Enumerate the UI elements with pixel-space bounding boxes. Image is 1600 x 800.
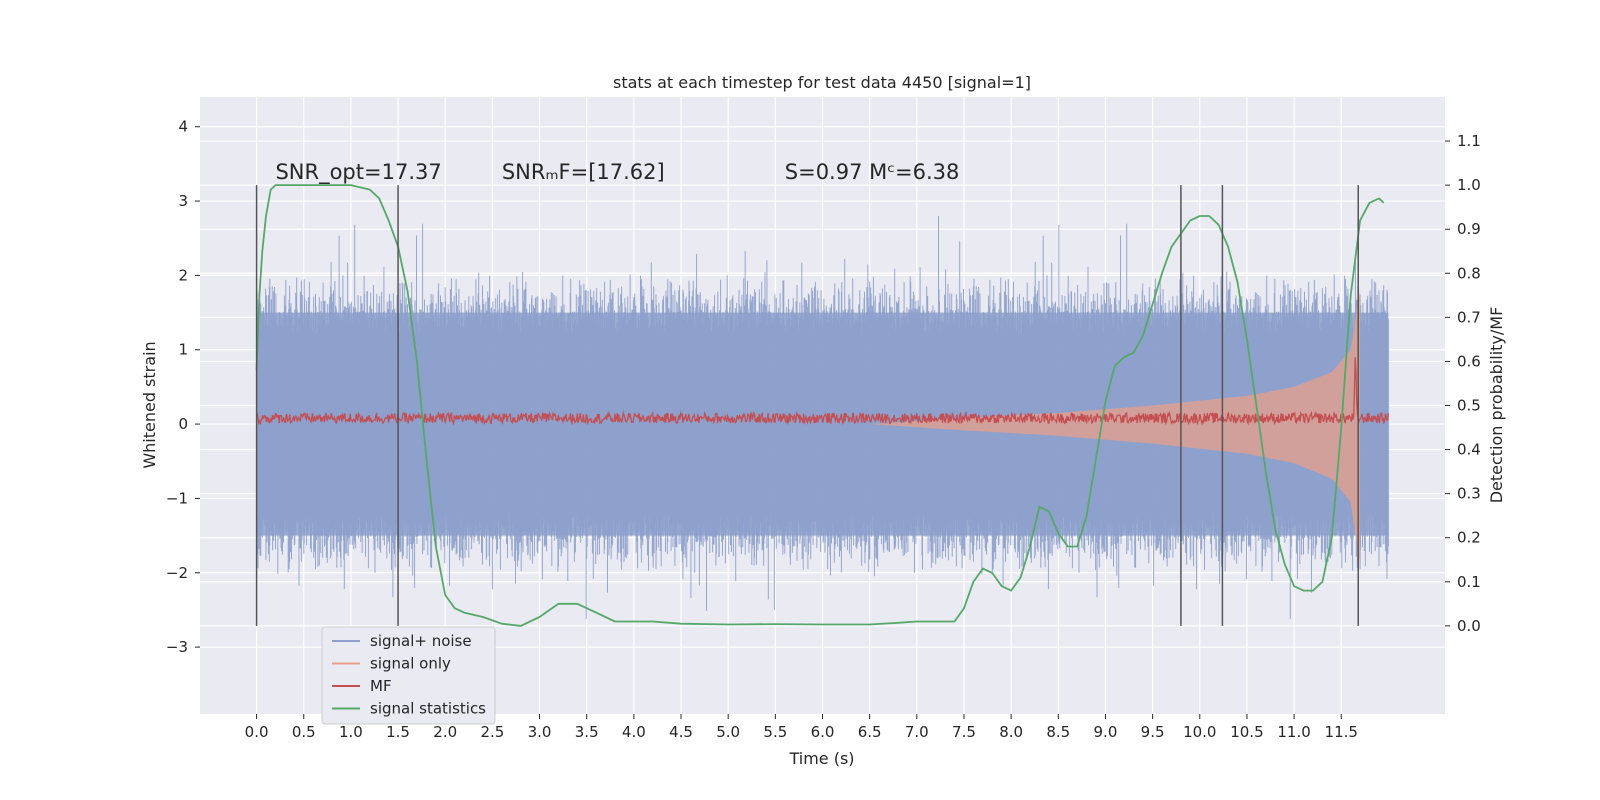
y-right-tick-label: 0.4 [1457, 441, 1481, 459]
x-tick-label: 3.5 [575, 723, 599, 741]
x-tick-label: 8.0 [999, 723, 1023, 741]
x-tick-label: 2.0 [433, 723, 457, 741]
annotation-snr-mf: SNRₘF=[17.62] [502, 160, 665, 184]
x-tick-label: 3.0 [528, 723, 552, 741]
y-right-tick-label: 1.0 [1457, 176, 1481, 194]
legend-entry: signal only [370, 655, 451, 673]
x-tick-label: 6.0 [811, 723, 835, 741]
x-tick-label: 8.5 [1046, 723, 1070, 741]
legend-entry: signal+ noise [370, 632, 472, 650]
x-tick-label: 0.5 [292, 723, 316, 741]
x-tick-label: 10.0 [1183, 723, 1216, 741]
y-tick-label: −1 [166, 489, 188, 507]
y-right-tick-label: 0.0 [1457, 617, 1481, 635]
y-right-tick-label: 0.2 [1457, 529, 1481, 547]
annotations: SNR_opt=17.37 SNRₘF=[17.62] S=0.97 Mᶜ=6.38 [275, 160, 959, 185]
x-tick-label: 10.5 [1230, 723, 1263, 741]
y-tick-label: 3 [178, 192, 188, 210]
x-tick-label: 1.0 [339, 723, 363, 741]
chart-title: stats at each timestep for test data 445… [613, 73, 1031, 92]
x-tick-label: 0.0 [245, 723, 269, 741]
y-right-tick-label: 1.1 [1457, 132, 1481, 150]
legend: signal+ noise signal only MF signal statist… [321, 626, 496, 725]
x-tick-label: 5.5 [763, 723, 787, 741]
x-tick-label: 7.0 [905, 723, 929, 741]
x-tick-label: 11.0 [1277, 723, 1310, 741]
y-tick-label: 0 [178, 415, 188, 433]
x-tick-label: 4.5 [669, 723, 693, 741]
left-axis-ticks: −3 −2 −1 0 1 2 3 4 [166, 118, 200, 656]
y-right-tick-label: 0.6 [1457, 352, 1481, 370]
y-tick-label: 4 [178, 118, 188, 136]
series-signal-only [869, 290, 1361, 565]
y-tick-label: −2 [166, 564, 188, 582]
y-right-tick-label: 0.5 [1457, 397, 1481, 415]
annotation-s-mc: S=0.97 Mᶜ=6.38 [785, 160, 960, 184]
x-tick-label: 9.0 [1094, 723, 1118, 741]
y-tick-label: −3 [166, 638, 188, 656]
x-tick-label: 6.5 [858, 723, 882, 741]
x-tick-label: 9.5 [1141, 723, 1165, 741]
y-right-tick-label: 0.7 [1457, 308, 1481, 326]
x-tick-label: 4.0 [622, 723, 646, 741]
x-axis-ticks: 0.0 0.5 1.0 1.5 2.0 2.5 3.0 3.5 4.0 4.5 5.0 5.5 6.0 6… [245, 714, 1358, 741]
x-tick-label: 2.5 [480, 723, 504, 741]
y-right-tick-label: 0.3 [1457, 485, 1481, 503]
y-right-tick-label: 0.9 [1457, 220, 1481, 238]
x-tick-label: 7.5 [952, 723, 976, 741]
y-axis-label: Whitened strain [140, 341, 159, 468]
series-mf [256, 357, 1390, 426]
legend-entry: signal statistics [370, 700, 486, 718]
x-axis-label: Time (s) [788, 749, 854, 768]
y-axis-label-right: Detection probability/MF [1487, 307, 1506, 504]
y-right-tick-label: 0.8 [1457, 264, 1481, 282]
x-tick-label: 11.5 [1325, 723, 1358, 741]
legend-entry: MF [370, 677, 392, 695]
vertical-lines [255, 185, 1359, 626]
right-axis-ticks: 0.0 0.1 0.2 0.3 0.4 0.5 0.6 0.7 0.8 0.9 1.0 1.1 [1445, 132, 1481, 635]
y-tick-label: 2 [178, 266, 188, 284]
series-signal-statistics [255, 184, 1385, 627]
y-tick-label: 1 [178, 341, 188, 359]
y-right-tick-label: 0.1 [1457, 573, 1481, 591]
data-layer [255, 184, 1390, 627]
x-tick-label: 1.5 [386, 723, 410, 741]
annotation-snr-opt: SNR_opt=17.37 [275, 160, 441, 185]
legend-box [321, 626, 496, 725]
x-tick-label: 5.0 [716, 723, 740, 741]
